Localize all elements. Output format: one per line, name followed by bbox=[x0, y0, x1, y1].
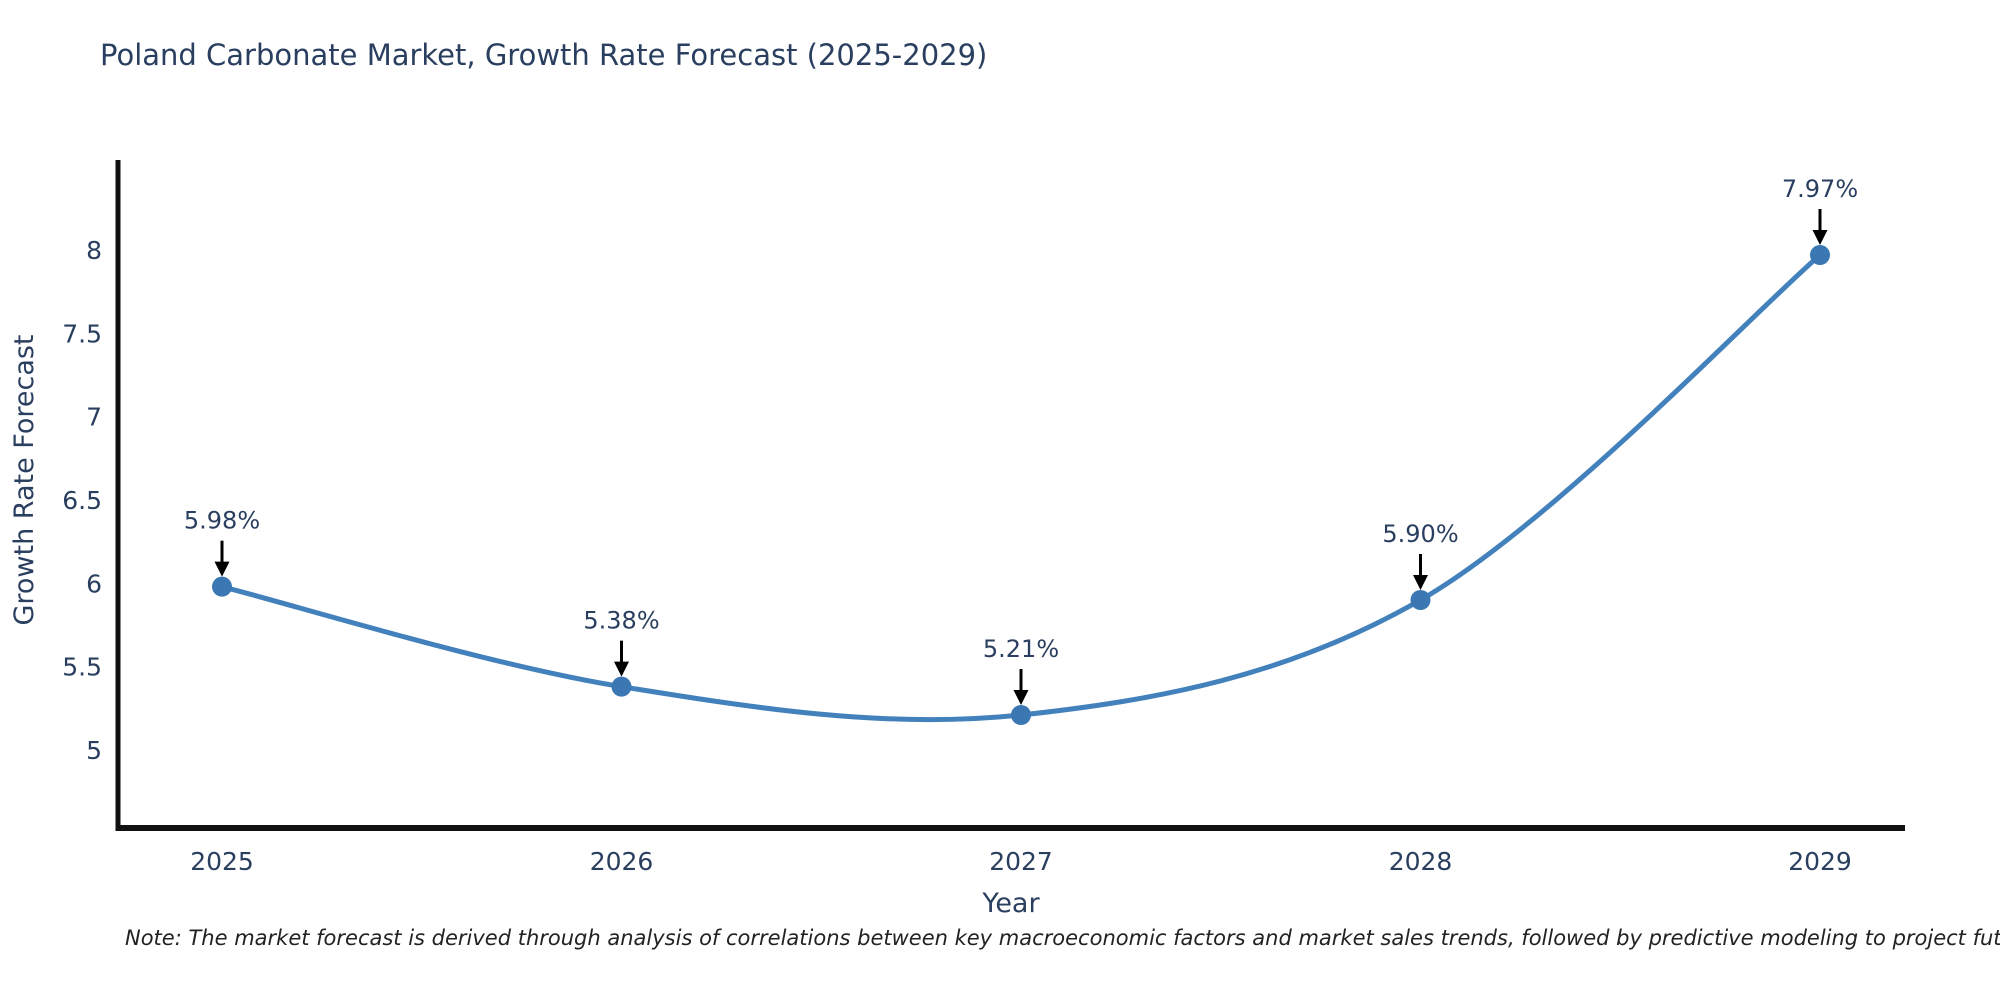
y-tick-label: 7 bbox=[86, 403, 102, 432]
data-point-marker[interactable] bbox=[1810, 244, 1830, 265]
data-point-label: 7.97% bbox=[1782, 175, 1858, 203]
data-point-label: 5.21% bbox=[983, 635, 1059, 663]
annotation-arrowhead-icon bbox=[214, 561, 230, 577]
y-tick-label: 5 bbox=[86, 736, 102, 765]
data-point-label: 5.98% bbox=[184, 507, 260, 535]
x-tick-label: 2029 bbox=[1788, 847, 1852, 876]
annotation-arrowhead-icon bbox=[614, 661, 629, 677]
x-axis-title: Year bbox=[982, 888, 1040, 919]
data-point-label: 5.90% bbox=[1382, 520, 1458, 548]
y-tick-label: 8 bbox=[86, 236, 102, 265]
data-point-marker[interactable] bbox=[212, 576, 232, 597]
x-tick-label: 2027 bbox=[989, 847, 1053, 876]
annotation-arrowhead-icon bbox=[1413, 574, 1428, 590]
y-axis-title: Growth Rate Forecast bbox=[9, 334, 40, 626]
data-point-marker[interactable] bbox=[1011, 704, 1031, 725]
x-tick-label: 2025 bbox=[190, 847, 254, 876]
chart-title: Poland Carbonate Market, Growth Rate For… bbox=[100, 38, 988, 72]
y-tick-label: 6.5 bbox=[62, 486, 102, 515]
y-tick-label: 5.5 bbox=[62, 653, 102, 682]
data-point-label: 5.38% bbox=[583, 607, 659, 635]
data-point-marker[interactable] bbox=[611, 676, 632, 697]
x-tick-label: 2028 bbox=[1389, 847, 1453, 876]
y-tick-label: 6 bbox=[86, 569, 102, 598]
data-point-marker[interactable] bbox=[1410, 589, 1431, 610]
x-tick-label: 2026 bbox=[590, 847, 654, 876]
annotation-arrowhead-icon bbox=[1013, 689, 1029, 705]
annotation-arrowhead-icon bbox=[1812, 229, 1828, 245]
y-tick-label: 7.5 bbox=[62, 319, 102, 348]
footnote-text: Note: The market forecast is derived thr… bbox=[125, 926, 2000, 950]
